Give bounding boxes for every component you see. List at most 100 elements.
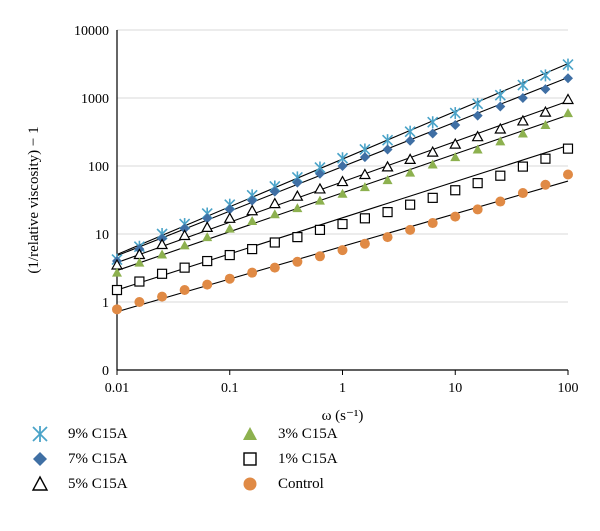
data-point bbox=[405, 167, 416, 177]
data-point bbox=[223, 212, 236, 223]
data-point bbox=[179, 240, 190, 250]
data-point bbox=[247, 195, 258, 206]
data-point bbox=[495, 136, 506, 146]
data-point bbox=[292, 203, 303, 213]
data-point bbox=[179, 285, 190, 296]
data-point bbox=[313, 182, 326, 194]
data-point bbox=[517, 128, 528, 138]
data-point bbox=[337, 245, 348, 256]
y-tick-label: 100 bbox=[88, 160, 109, 175]
data-point bbox=[472, 178, 483, 189]
data-point bbox=[472, 204, 483, 215]
data-point bbox=[382, 175, 393, 185]
data-point bbox=[291, 189, 304, 201]
data-point bbox=[382, 144, 393, 155]
data-point bbox=[157, 249, 168, 259]
data-point bbox=[246, 204, 259, 216]
data-point bbox=[247, 243, 258, 255]
data-point bbox=[405, 135, 416, 146]
data-point bbox=[179, 223, 190, 234]
data-point bbox=[359, 213, 370, 224]
data-point bbox=[268, 197, 281, 209]
data-point bbox=[540, 153, 551, 164]
data-point bbox=[539, 105, 552, 117]
data-point bbox=[382, 206, 393, 218]
data-point bbox=[517, 188, 528, 199]
data-point bbox=[292, 256, 303, 267]
data-point bbox=[563, 108, 573, 118]
data-point bbox=[224, 273, 235, 284]
data-point bbox=[405, 224, 416, 235]
data-point bbox=[179, 262, 190, 273]
y-tick-label: 1 bbox=[102, 296, 109, 311]
data-point bbox=[112, 267, 122, 277]
x-tick-label: 1 bbox=[339, 381, 346, 396]
data-point bbox=[314, 168, 325, 179]
data-point bbox=[292, 177, 303, 188]
data-point bbox=[224, 204, 235, 215]
data-point bbox=[134, 276, 145, 287]
data-point bbox=[495, 196, 506, 207]
data-point bbox=[427, 192, 438, 203]
data-point bbox=[563, 169, 573, 180]
data-point bbox=[471, 130, 484, 142]
x-tick-label: 0.1 bbox=[221, 381, 239, 396]
data-point bbox=[111, 284, 123, 296]
data-point bbox=[202, 213, 213, 224]
data-point bbox=[337, 188, 348, 198]
data-point bbox=[472, 110, 483, 121]
data-point bbox=[427, 159, 438, 169]
data-point bbox=[561, 93, 575, 105]
data-point bbox=[382, 232, 393, 243]
y-tick-label: 0 bbox=[102, 364, 109, 379]
data-point bbox=[405, 199, 416, 210]
data-point bbox=[202, 232, 213, 242]
data-point bbox=[381, 160, 394, 172]
data-point bbox=[563, 73, 573, 84]
data-point bbox=[449, 107, 461, 120]
data-point bbox=[495, 170, 506, 181]
data-point bbox=[516, 114, 529, 126]
x-axis-title: ω (s⁻¹) bbox=[322, 408, 364, 424]
data-point bbox=[517, 161, 528, 172]
data-point bbox=[202, 279, 213, 290]
x-tick-label: 10 bbox=[448, 381, 462, 396]
data-point bbox=[178, 229, 191, 241]
data-point bbox=[450, 185, 461, 196]
data-point bbox=[157, 291, 168, 302]
data-point bbox=[427, 116, 439, 129]
data-point bbox=[562, 143, 574, 154]
data-point bbox=[381, 134, 394, 147]
fit-line bbox=[116, 145, 569, 291]
data-point bbox=[358, 168, 371, 180]
y-axis-title: (1/relative viscosity) − 1 bbox=[26, 126, 42, 273]
data-point bbox=[449, 137, 462, 149]
data-point bbox=[404, 153, 417, 165]
data-point bbox=[156, 238, 169, 250]
data-point bbox=[540, 84, 551, 95]
data-point bbox=[450, 211, 461, 222]
data-point bbox=[247, 216, 258, 226]
data-point bbox=[359, 238, 370, 249]
data-point bbox=[202, 255, 213, 267]
data-point bbox=[112, 304, 122, 315]
data-point bbox=[427, 218, 438, 229]
data-point bbox=[404, 125, 416, 138]
data-point bbox=[314, 251, 325, 262]
data-point bbox=[426, 145, 439, 157]
data-point bbox=[336, 175, 349, 187]
x-tick-label: 0.01 bbox=[105, 381, 130, 396]
data-point bbox=[134, 297, 145, 307]
data-point bbox=[201, 221, 214, 233]
y-tick-label: 10 bbox=[95, 228, 109, 243]
data-point bbox=[269, 262, 280, 273]
data-point bbox=[337, 161, 348, 171]
data-point bbox=[450, 152, 461, 162]
data-point bbox=[495, 101, 506, 112]
data-point bbox=[472, 144, 483, 154]
data-point bbox=[269, 186, 280, 197]
data-point bbox=[134, 257, 145, 267]
data-point bbox=[427, 128, 438, 139]
data-point bbox=[156, 268, 168, 279]
